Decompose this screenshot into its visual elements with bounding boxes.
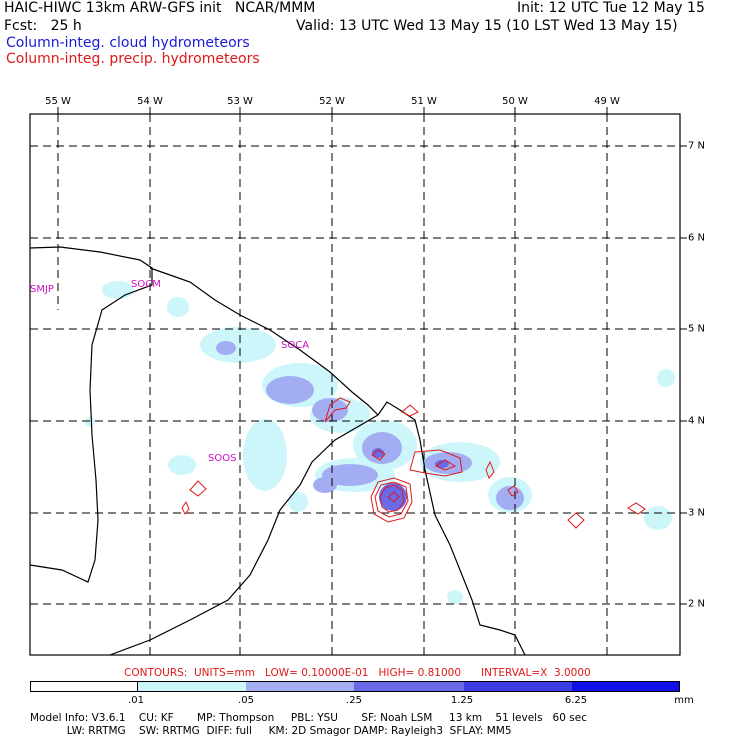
footer-model-info: Model Info: V3.6.1 CU: KF MP: Thompson P… [30,712,587,724]
lat-label-2n: 2 N [688,598,706,610]
colorbar-label-2: .25 [346,695,362,706]
legend-cloud-hydrometeors: Column-integ. cloud hydrometeors [6,35,250,51]
colorbar-units: mm [674,695,694,706]
colorbar-label-0: .01 [128,695,144,706]
grid-ticks [57,107,687,605]
lon-label-51w: 51 W [411,96,437,107]
grid-lines [30,114,680,655]
precip-contours [181,397,646,529]
init-time: Init: 12 UTC Tue 12 May 15 [517,0,705,16]
plot-title: HAIC-HIWC 13km ARW-GFS init NCAR/MMM [4,0,316,16]
station-smjp: SMJP [30,284,54,295]
forecast-hour: Fcst: 25 h [4,18,82,34]
lon-label-50w: 50 W [502,96,528,107]
colorbar-label-3: 1.25 [450,695,474,706]
lat-label-5n: 5 N [688,323,706,335]
lon-label-54w: 54 W [137,96,163,107]
map-frame [29,113,681,656]
station-soca: SOCA [281,340,310,351]
colorbar-seg-1 [138,681,246,692]
legend-precip-hydrometeors: Column-integ. precip. hydrometeors [6,51,260,67]
cloud-shading-strong [372,448,449,511]
station-soos: SOOS [208,453,237,464]
lat-label-6n: 6 N [688,232,706,244]
lon-label-55w: 55 W [45,96,71,107]
colorbar-seg-5 [572,681,680,692]
colorbar-seg-2 [246,681,354,692]
colorbar-label-1: .05 [238,695,254,706]
lon-label-52w: 52 W [319,96,345,107]
colorbar-seg-4 [464,681,572,692]
valid-time: Valid: 13 UTC Wed 13 May 15 (10 LST Wed … [296,18,678,34]
footer-model-physics: LW: RRTMG SW: RRTMG DIFF: full KM: 2D Sm… [30,725,512,737]
lon-label-53w: 53 W [227,96,253,107]
lat-label-4n: 4 N [688,415,706,427]
contours-info: CONTOURS: UNITS=mm LOW= 0.10000E-01 HIGH… [124,667,591,679]
station-socm: SOCM [131,279,161,290]
colorbar-label-4: 6.25 [564,695,588,706]
lon-label-49w: 49 W [594,96,620,107]
lat-label-3n: 3 N [688,507,706,519]
lat-label-7n: 7 N [688,140,706,152]
colorbar-seg-3 [354,681,464,692]
colorbar-frame [30,681,680,692]
